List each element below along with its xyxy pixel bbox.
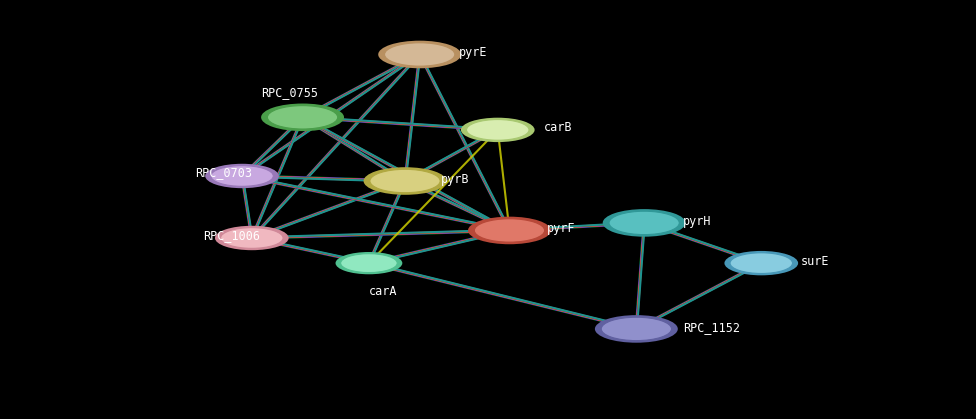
Ellipse shape xyxy=(336,252,402,274)
Ellipse shape xyxy=(221,228,283,248)
Ellipse shape xyxy=(467,119,529,140)
Ellipse shape xyxy=(385,43,455,66)
Ellipse shape xyxy=(595,315,677,343)
Ellipse shape xyxy=(267,106,338,129)
Ellipse shape xyxy=(603,209,685,237)
Ellipse shape xyxy=(205,164,279,188)
Ellipse shape xyxy=(461,118,535,142)
Text: pyrB: pyrB xyxy=(441,173,469,186)
Text: pyrE: pyrE xyxy=(459,46,487,59)
Ellipse shape xyxy=(601,317,671,341)
Ellipse shape xyxy=(379,41,461,68)
Text: pyrH: pyrH xyxy=(683,215,712,228)
Ellipse shape xyxy=(724,251,798,275)
Text: RPC_1152: RPC_1152 xyxy=(683,321,740,334)
Ellipse shape xyxy=(370,169,440,193)
Text: surE: surE xyxy=(800,255,829,268)
Text: RPC_0755: RPC_0755 xyxy=(262,85,318,99)
Text: carA: carA xyxy=(369,285,397,298)
Text: pyrF: pyrF xyxy=(547,222,575,235)
Ellipse shape xyxy=(730,253,793,274)
Ellipse shape xyxy=(468,217,550,244)
Ellipse shape xyxy=(609,211,679,235)
Ellipse shape xyxy=(215,226,289,250)
Ellipse shape xyxy=(474,219,545,242)
Text: RPC_1006: RPC_1006 xyxy=(203,229,260,242)
Ellipse shape xyxy=(341,253,397,273)
Ellipse shape xyxy=(211,166,273,186)
Ellipse shape xyxy=(364,167,446,195)
Ellipse shape xyxy=(262,103,344,131)
Text: carB: carB xyxy=(544,121,572,134)
Text: RPC_0703: RPC_0703 xyxy=(195,166,252,179)
